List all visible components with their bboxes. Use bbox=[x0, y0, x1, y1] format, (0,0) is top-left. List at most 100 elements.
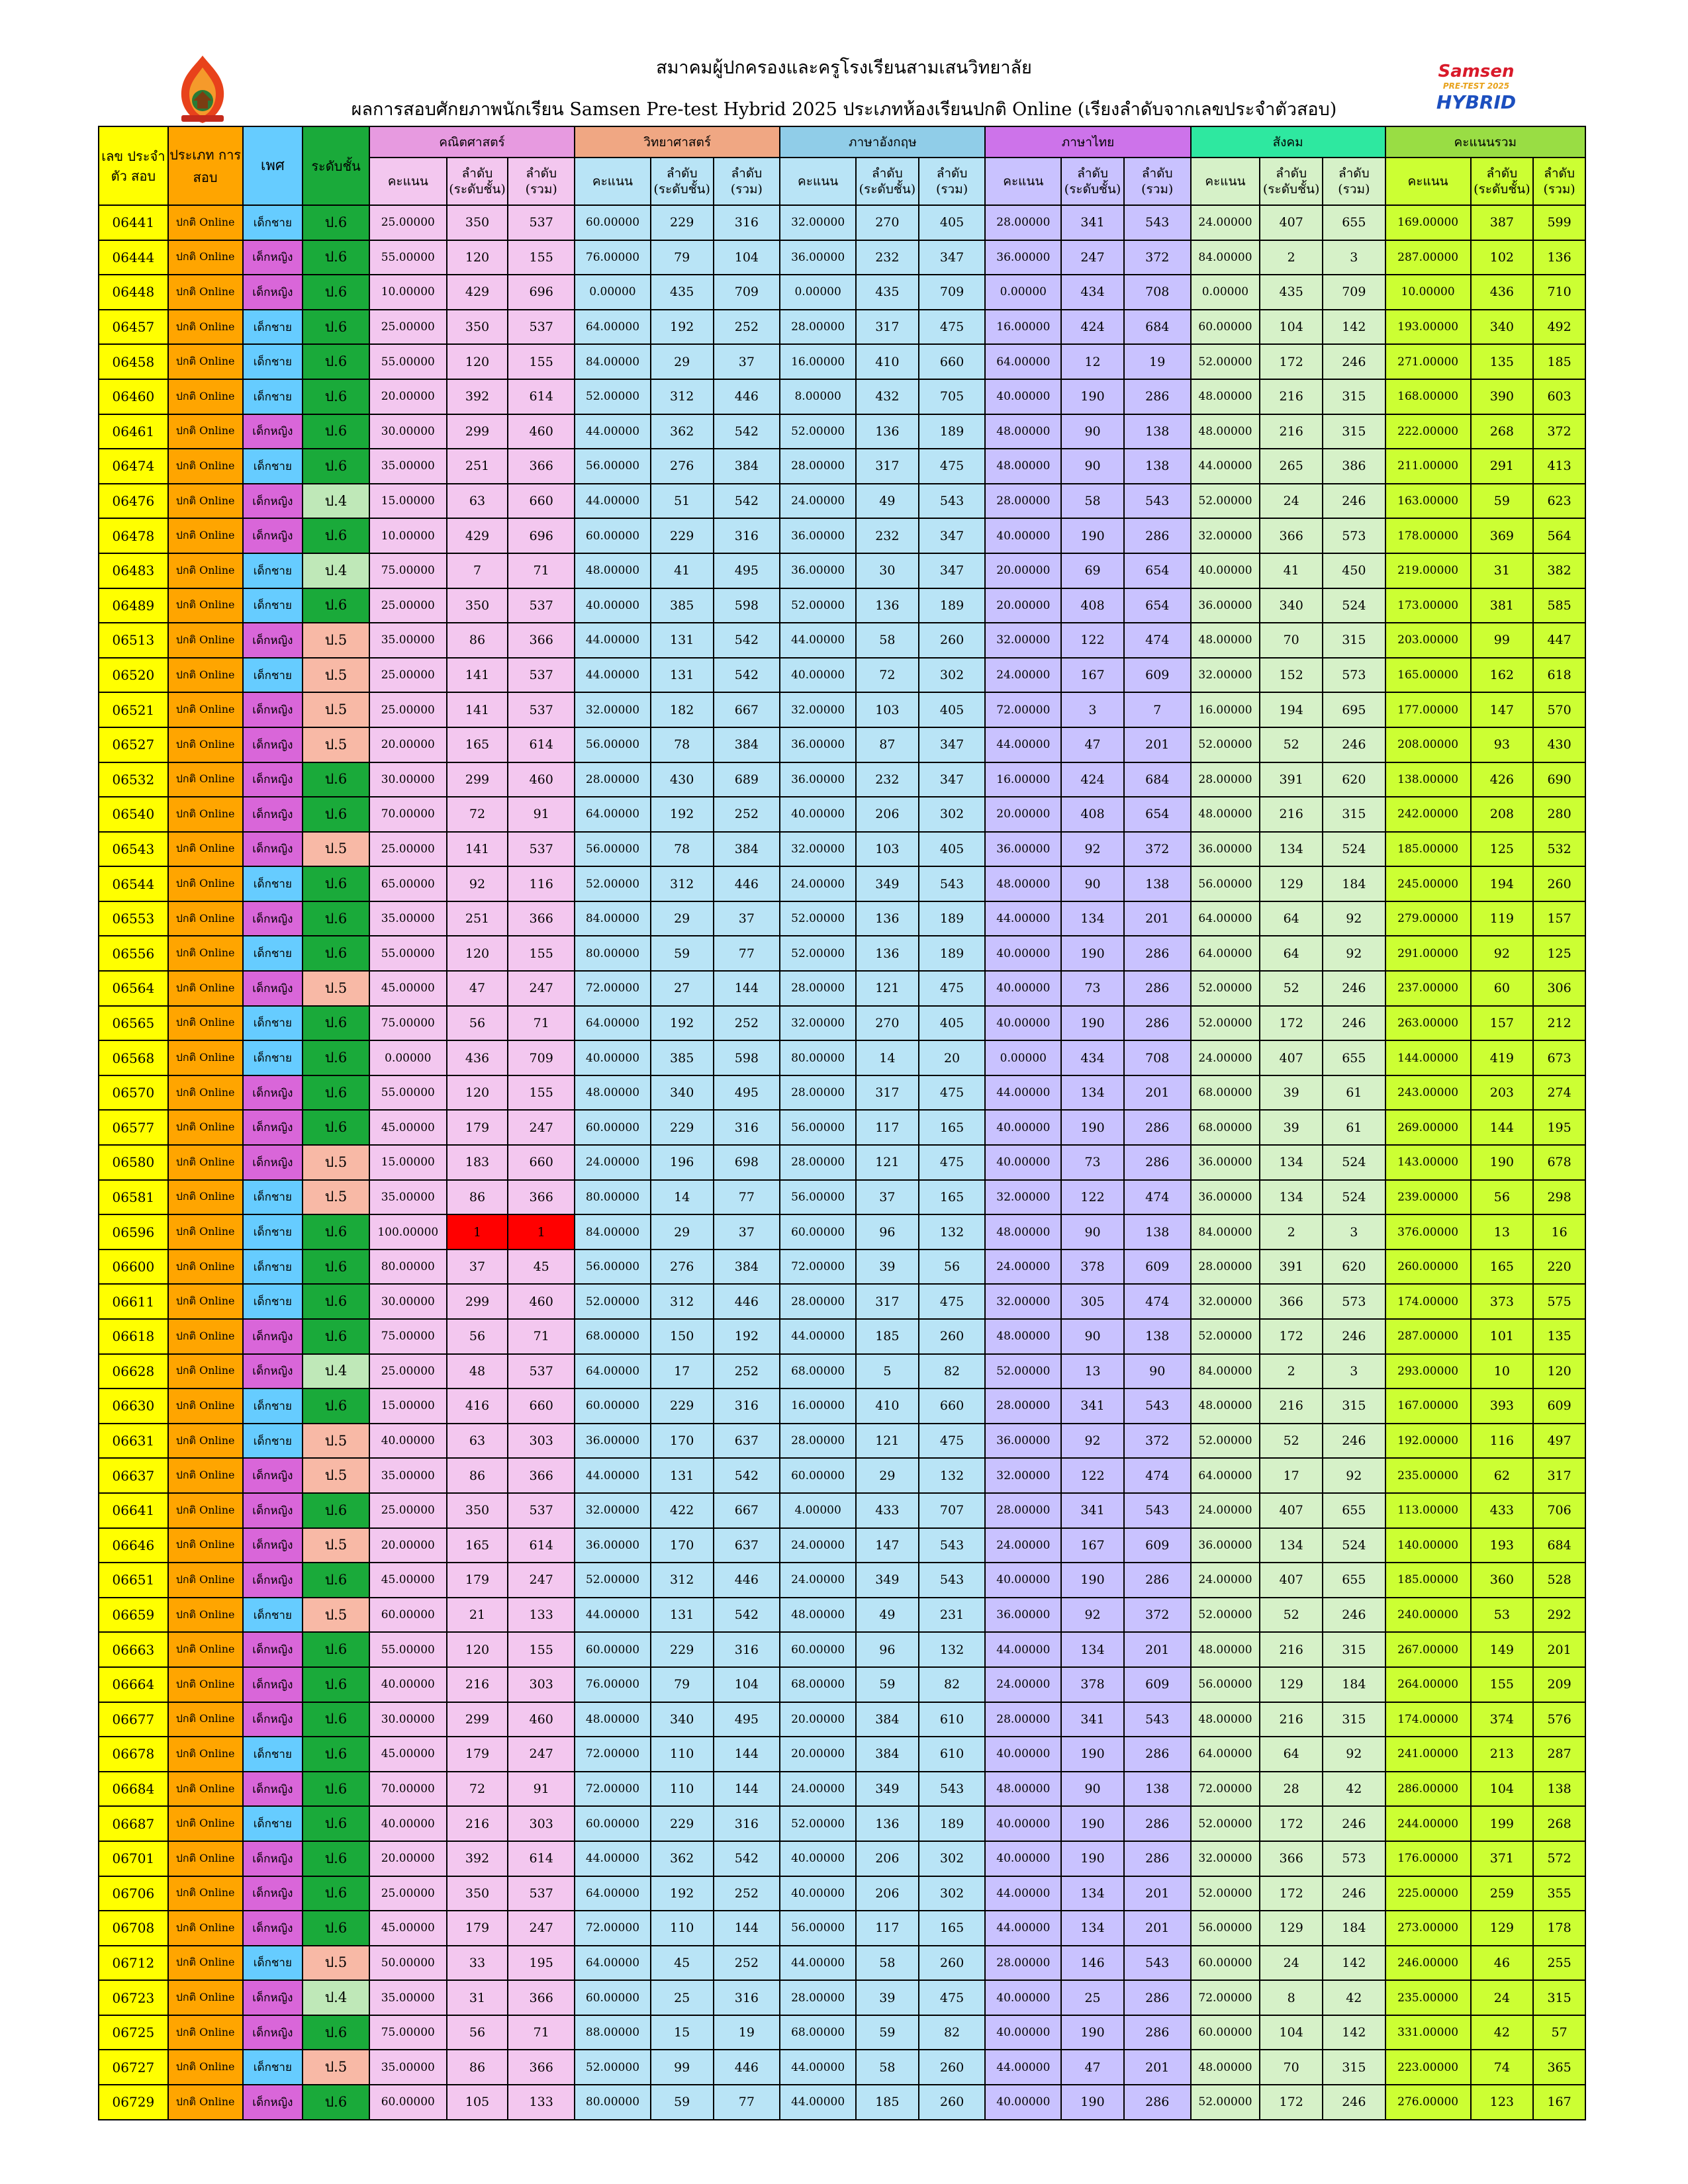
exam-type-cell: ปกติ Online bbox=[167, 378, 244, 415]
math-score-cell: 45.00000 bbox=[368, 1736, 447, 1772]
total-rank-total-cell: 690 bbox=[1532, 761, 1586, 798]
gender-cell: เด็กหญิง bbox=[242, 1353, 304, 1390]
science-rank-total-cell: 144 bbox=[712, 970, 781, 1007]
thai-score-cell: 40.00000 bbox=[984, 1840, 1062, 1877]
exam-no-cell: 06521 bbox=[98, 692, 169, 728]
social-score-cell: 52.00000 bbox=[1190, 1318, 1261, 1355]
english-score-cell: 68.00000 bbox=[779, 1666, 857, 1703]
total-rank-total-cell: 298 bbox=[1532, 1179, 1586, 1216]
english-score-cell: 44.00000 bbox=[779, 622, 857, 659]
level-cell: ป.6 bbox=[302, 1701, 370, 1738]
english-score-cell: 36.00000 bbox=[779, 761, 857, 798]
gender-cell: เด็กหญิง bbox=[242, 1840, 304, 1877]
total-rank-level-cell: 157 bbox=[1470, 1005, 1534, 1042]
science-rank-level-cell: 17 bbox=[649, 1353, 714, 1390]
total-rank-level-cell: 125 bbox=[1470, 831, 1534, 868]
social-rank-total-cell: 3 bbox=[1321, 1353, 1386, 1390]
thai-rank-level-cell: 90 bbox=[1060, 1318, 1125, 1355]
math-score-cell: 15.00000 bbox=[368, 1144, 447, 1181]
social-rank-total-cell: 184 bbox=[1321, 1910, 1386, 1946]
thai-rank-level-cell: 90 bbox=[1060, 413, 1125, 450]
thai-score-cell: 0.00000 bbox=[984, 1040, 1062, 1076]
thai-score-cell: 28.00000 bbox=[984, 1944, 1062, 1981]
science-score-cell: 80.00000 bbox=[574, 935, 651, 972]
table-row: 06641 ปกติ Online เด็กหญิง ป.6 25.00000 350 53… bbox=[98, 1492, 1586, 1529]
science-rank-total-cell: 19 bbox=[712, 2014, 781, 2051]
science-rank-total-cell: 446 bbox=[712, 866, 781, 902]
thai-rank-total-cell: 654 bbox=[1123, 587, 1192, 624]
total-rank-total-cell: 135 bbox=[1532, 1318, 1586, 1355]
social-score-cell: 32.00000 bbox=[1190, 1840, 1261, 1877]
thai-rank-level-cell: 134 bbox=[1060, 1631, 1125, 1668]
science-rank-total-cell: 144 bbox=[712, 1770, 781, 1807]
science-rank-total-cell: 446 bbox=[712, 1562, 781, 1598]
rank-sublabel: (ระดับชั้น) bbox=[859, 182, 916, 197]
social-rank-total-cell: 315 bbox=[1321, 413, 1386, 450]
exam-type-cell: ปกติ Online bbox=[167, 587, 244, 624]
math-score-cell: 10.00000 bbox=[368, 274, 447, 310]
total-rank-total-cell: 57 bbox=[1532, 2014, 1586, 2051]
thai-rank-total-cell: 372 bbox=[1123, 1596, 1192, 1633]
thai-rank-level-cell: 378 bbox=[1060, 1666, 1125, 1703]
math-rank-total-cell: 71 bbox=[507, 2014, 576, 2051]
math-rank-total-cell: 155 bbox=[507, 935, 576, 972]
total-rank-total-cell: 618 bbox=[1532, 657, 1586, 694]
gender-cell: เด็กชาย bbox=[242, 1805, 304, 1842]
thai-score-cell: 32.00000 bbox=[984, 1283, 1062, 1320]
total-rank-level-cell: 208 bbox=[1470, 796, 1534, 833]
english-rank-total-cell: 475 bbox=[917, 448, 986, 484]
social-rank-level-cell: 24 bbox=[1259, 1944, 1323, 1981]
exam-type-cell: ปกติ Online bbox=[167, 482, 244, 520]
english-score-cell: 28.00000 bbox=[779, 1283, 857, 1320]
math-rank-total-cell: 91 bbox=[507, 796, 576, 833]
level-cell: ป.5 bbox=[302, 1179, 370, 1216]
exam-type-cell: ปกติ Online bbox=[167, 1214, 244, 1250]
total-rank-level-cell: 259 bbox=[1470, 1875, 1534, 1912]
thai-rank-total-cell: 201 bbox=[1123, 1875, 1192, 1912]
thai-rank-total-cell: 286 bbox=[1123, 1736, 1192, 1772]
header-thai: ภาษาไทย bbox=[984, 126, 1192, 158]
total-rank-level-cell: 101 bbox=[1470, 1318, 1534, 1355]
english-rank-total-cell: 610 bbox=[917, 1701, 986, 1738]
english-rank-total-cell: 543 bbox=[917, 866, 986, 902]
social-rank-total-cell: 315 bbox=[1321, 378, 1386, 415]
science-rank-level-cell: 131 bbox=[649, 657, 714, 694]
social-rank-total-cell: 246 bbox=[1321, 1805, 1386, 1842]
thai-score-cell: 20.00000 bbox=[984, 552, 1062, 589]
exam-type-cell: ปกติ Online bbox=[167, 1701, 244, 1738]
level-cell: ป.6 bbox=[302, 1770, 370, 1807]
english-score-cell: 36.00000 bbox=[779, 726, 857, 763]
math-rank-total-cell: 537 bbox=[507, 692, 576, 728]
math-score-cell: 60.00000 bbox=[368, 1596, 447, 1633]
thai-rank-total-cell: 708 bbox=[1123, 274, 1192, 310]
level-cell: ป.5 bbox=[302, 622, 370, 659]
english-rank-total-cell: 475 bbox=[917, 970, 986, 1007]
thai-rank-total-cell: 138 bbox=[1123, 448, 1192, 484]
math-rank-level-cell: 436 bbox=[445, 1040, 509, 1076]
science-rank-total-cell: 495 bbox=[712, 1074, 781, 1111]
total-rank-level-cell: 123 bbox=[1470, 2084, 1534, 2120]
total-rank-level-cell: 203 bbox=[1470, 1074, 1534, 1111]
math-rank-level-cell: 141 bbox=[445, 831, 509, 868]
total-rank-level-cell: 62 bbox=[1470, 1457, 1534, 1494]
english-rank-level-cell: 270 bbox=[855, 205, 919, 241]
social-score-cell: 52.00000 bbox=[1190, 1005, 1261, 1042]
exam-no-cell: 06580 bbox=[98, 1144, 169, 1181]
total-score-cell: 223.00000 bbox=[1384, 2049, 1472, 2086]
total-score-cell: 203.00000 bbox=[1384, 622, 1472, 659]
english-rank-level-cell: 5 bbox=[855, 1353, 919, 1390]
total-rank-level-cell: 13 bbox=[1470, 1214, 1534, 1250]
math-rank-total-cell: 537 bbox=[507, 831, 576, 868]
social-score-cell: 48.00000 bbox=[1190, 1701, 1261, 1738]
english-score-cell: 68.00000 bbox=[779, 2014, 857, 2051]
social-rank-level-cell: 216 bbox=[1259, 1701, 1323, 1738]
table-row: 06543 ปกติ Online เด็กหญิง ป.5 25.00000 141 53… bbox=[98, 831, 1586, 868]
english-score-cell: 32.00000 bbox=[779, 831, 857, 868]
thai-rank-level-cell: 90 bbox=[1060, 1770, 1125, 1807]
thai-rank-level-cell: 434 bbox=[1060, 1040, 1125, 1076]
english-rank-level-cell: 103 bbox=[855, 692, 919, 728]
social-rank-total-cell: 246 bbox=[1321, 482, 1386, 520]
rank-label: ลำดับ bbox=[731, 166, 763, 181]
thai-rank-level-cell: 134 bbox=[1060, 1875, 1125, 1912]
english-rank-level-cell: 121 bbox=[855, 1422, 919, 1459]
